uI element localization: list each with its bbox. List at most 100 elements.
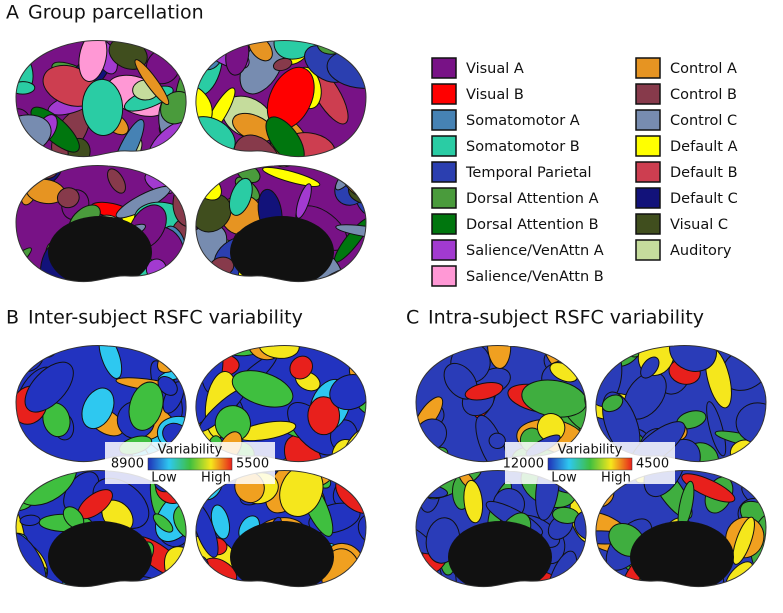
legend-label: Salience/VenAttn A [466,243,604,259]
parcel [167,40,187,59]
brain-outline [415,469,587,588]
parcel [16,141,21,157]
colorbar-title: Variability [158,443,223,458]
parcel [228,177,253,216]
parcel [16,57,17,78]
legend-swatch [635,57,661,79]
legend-swatch [431,265,457,287]
parcel [265,116,305,157]
brain [15,164,187,283]
brain-outline [15,469,187,588]
colorbar-high: High [601,471,631,486]
parcel [24,361,74,413]
legend-swatch [635,109,661,131]
brain-outline [15,344,187,463]
legend-swatch [431,213,457,235]
parcel [81,78,124,136]
panel-label: B [6,307,19,329]
legend-label: Default B [670,165,738,181]
parcel [98,345,123,379]
brain-outline [195,344,367,463]
legend-swatch [431,57,457,79]
parcel [335,224,366,240]
panel-title: Inter-subject RSFC variability [28,307,303,329]
legend-swatch [635,239,661,261]
colorbar-right: 4500 [636,457,669,472]
parcel [195,165,205,182]
legend-label: Default C [670,191,738,207]
legend-swatch [431,83,457,105]
parcel [16,345,38,365]
colorbar [147,457,233,471]
parcel [279,470,324,517]
panel-title: Group parcellation [28,2,204,24]
brain [15,39,187,158]
parcel [416,470,437,484]
parcel [78,40,108,82]
legend-label: Visual A [466,61,524,77]
parcel [464,382,504,401]
parcel [601,394,624,413]
parcel [272,57,293,72]
brain-outline [415,344,587,463]
parcel [289,355,313,380]
medial-wall [48,521,152,587]
parcel [176,567,187,587]
parcel [559,345,582,360]
parcel [195,165,206,176]
colorbar-high: High [201,471,231,486]
parcel [134,59,170,106]
legend-swatch [431,135,457,157]
legend-label: Dorsal Attention A [466,191,599,207]
parcel [262,166,321,187]
brain-outline [15,39,187,158]
parcel [128,381,164,431]
brain-outline [195,164,367,283]
parcel [329,374,366,411]
brain-surface [16,40,187,157]
legend-label: Somatomotor B [466,139,580,155]
parcel [706,401,727,457]
parcel [273,165,298,168]
parcel [307,396,341,436]
brain-outline [595,344,767,463]
brain-outline [195,39,367,158]
parcel [152,513,174,533]
parcel [233,134,282,157]
colorbar-low: Low [551,471,577,486]
legend-swatch [635,213,661,235]
brain-surface [16,470,187,587]
legend-swatch [431,239,457,261]
legend-label: Control A [670,61,737,77]
colorbar-left: 12000 [503,457,544,472]
brain [195,164,367,283]
parcel [19,514,41,527]
legend-label: Default A [670,139,738,155]
brain-outline [195,469,367,588]
brain-surface [416,470,587,587]
brain-outline [15,164,187,283]
panel-label: A [6,2,19,24]
parcel [486,345,512,370]
parcel [107,168,126,194]
parcel [463,479,484,524]
medial-wall [448,521,552,587]
parcel [56,187,80,209]
legend-swatch [635,161,661,183]
parcel [231,370,294,408]
parcel [732,516,755,565]
legend-label: Temporal Parietal [465,165,592,181]
parcel [258,345,300,359]
legend-label: Visual B [466,87,524,103]
parcel [669,345,717,372]
parcel [195,40,205,56]
colorbar [547,457,633,471]
panel-label: C [406,307,419,329]
legend-swatch [431,161,457,183]
legend-label: Salience/VenAttn B [466,269,604,285]
parcel [640,356,660,379]
brain-outline [595,469,767,588]
legend-label: Control C [670,113,737,129]
parcel [195,40,224,71]
legend-swatch [431,187,457,209]
